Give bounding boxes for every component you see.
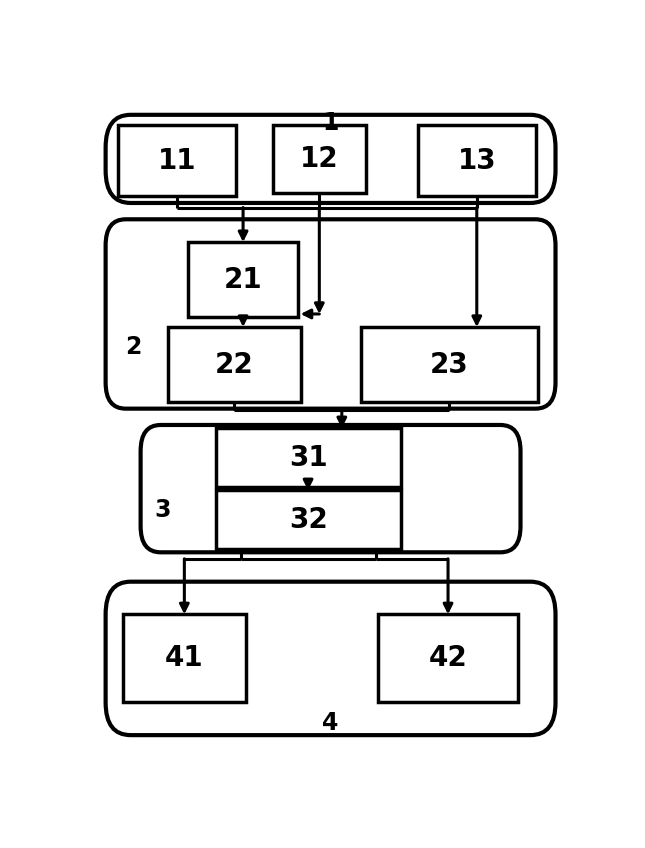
Text: 22: 22 xyxy=(215,350,253,378)
Text: 1: 1 xyxy=(322,111,339,136)
Text: 4: 4 xyxy=(322,711,339,735)
FancyBboxPatch shape xyxy=(418,125,535,197)
FancyBboxPatch shape xyxy=(106,220,555,409)
Text: 11: 11 xyxy=(157,147,196,175)
FancyBboxPatch shape xyxy=(215,428,401,487)
Text: 13: 13 xyxy=(457,147,496,175)
Text: 12: 12 xyxy=(300,145,339,173)
Text: 23: 23 xyxy=(430,350,469,378)
Text: 2: 2 xyxy=(125,335,141,359)
Text: 42: 42 xyxy=(429,644,468,672)
FancyBboxPatch shape xyxy=(215,490,401,549)
FancyBboxPatch shape xyxy=(378,614,518,702)
FancyBboxPatch shape xyxy=(188,243,298,317)
Text: 41: 41 xyxy=(165,644,204,672)
FancyBboxPatch shape xyxy=(123,614,246,702)
FancyBboxPatch shape xyxy=(118,125,235,197)
Text: 3: 3 xyxy=(155,498,172,522)
FancyBboxPatch shape xyxy=(361,327,538,402)
Text: 31: 31 xyxy=(289,444,328,471)
FancyBboxPatch shape xyxy=(168,327,301,402)
FancyBboxPatch shape xyxy=(106,582,555,735)
FancyBboxPatch shape xyxy=(273,125,366,193)
Text: 32: 32 xyxy=(289,505,328,533)
FancyBboxPatch shape xyxy=(106,114,555,203)
FancyBboxPatch shape xyxy=(141,425,521,552)
Text: 21: 21 xyxy=(224,265,263,293)
